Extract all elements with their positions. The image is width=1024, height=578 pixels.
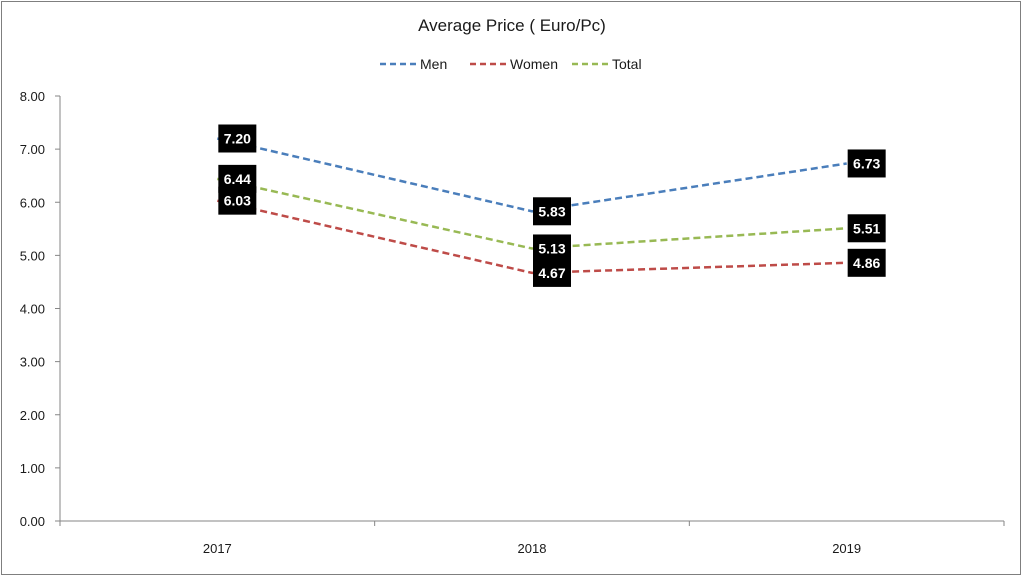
y-tick-label: 0.00 xyxy=(20,514,45,529)
data-label-box xyxy=(218,164,257,193)
x-tick-label: 2019 xyxy=(832,541,861,556)
series-line xyxy=(217,199,847,275)
data-label: 6.44 xyxy=(224,171,251,187)
y-tick-label: 8.00 xyxy=(20,89,45,104)
series-line xyxy=(217,137,847,213)
data-label: 6.03 xyxy=(224,193,251,209)
data-label: 6.73 xyxy=(853,155,880,171)
x-tick-label: 2018 xyxy=(518,541,547,556)
data-label-box xyxy=(533,258,571,287)
data-label-box xyxy=(847,214,886,243)
axes: 0.00 1.00 2.00 3.00 4.00 5.00 6.00 7.00 8.00 2017… xyxy=(20,89,1005,556)
data-label-box xyxy=(533,234,571,263)
y-tick-label: 5.00 xyxy=(20,248,45,263)
x-tick-label: 2017 xyxy=(203,541,232,556)
y-tick-label: 2.00 xyxy=(20,408,45,423)
y-tick-label: 1.00 xyxy=(20,461,45,476)
y-tick-label: 4.00 xyxy=(20,302,45,317)
data-label: 7.20 xyxy=(224,131,251,147)
data-label-box xyxy=(847,149,886,178)
series-line xyxy=(217,177,847,250)
data-label: 4.67 xyxy=(538,265,565,281)
legend-label: Men xyxy=(420,56,447,72)
y-tick-label: 6.00 xyxy=(20,195,45,210)
data-label: 5.13 xyxy=(538,240,565,256)
legend-label: Women xyxy=(510,56,558,72)
data-label-box xyxy=(847,248,886,277)
data-label: 5.83 xyxy=(538,203,565,219)
data-label: 5.51 xyxy=(853,220,880,236)
y-tick-label: 3.00 xyxy=(20,355,45,370)
data-labels: 7.20 5.83 6.73 6.03 4.67 4.86 6.44 5.13 5.51 xyxy=(218,124,886,287)
data-label-box xyxy=(218,124,257,153)
chart-title: Average Price ( Euro/Pc) xyxy=(418,16,606,35)
legend-label: Total xyxy=(612,56,642,72)
series-lines xyxy=(217,137,847,275)
data-label-box xyxy=(533,197,571,226)
data-label: 4.86 xyxy=(853,255,880,271)
legend: Men Women Total xyxy=(380,56,642,72)
y-tick-label: 7.00 xyxy=(20,142,45,157)
